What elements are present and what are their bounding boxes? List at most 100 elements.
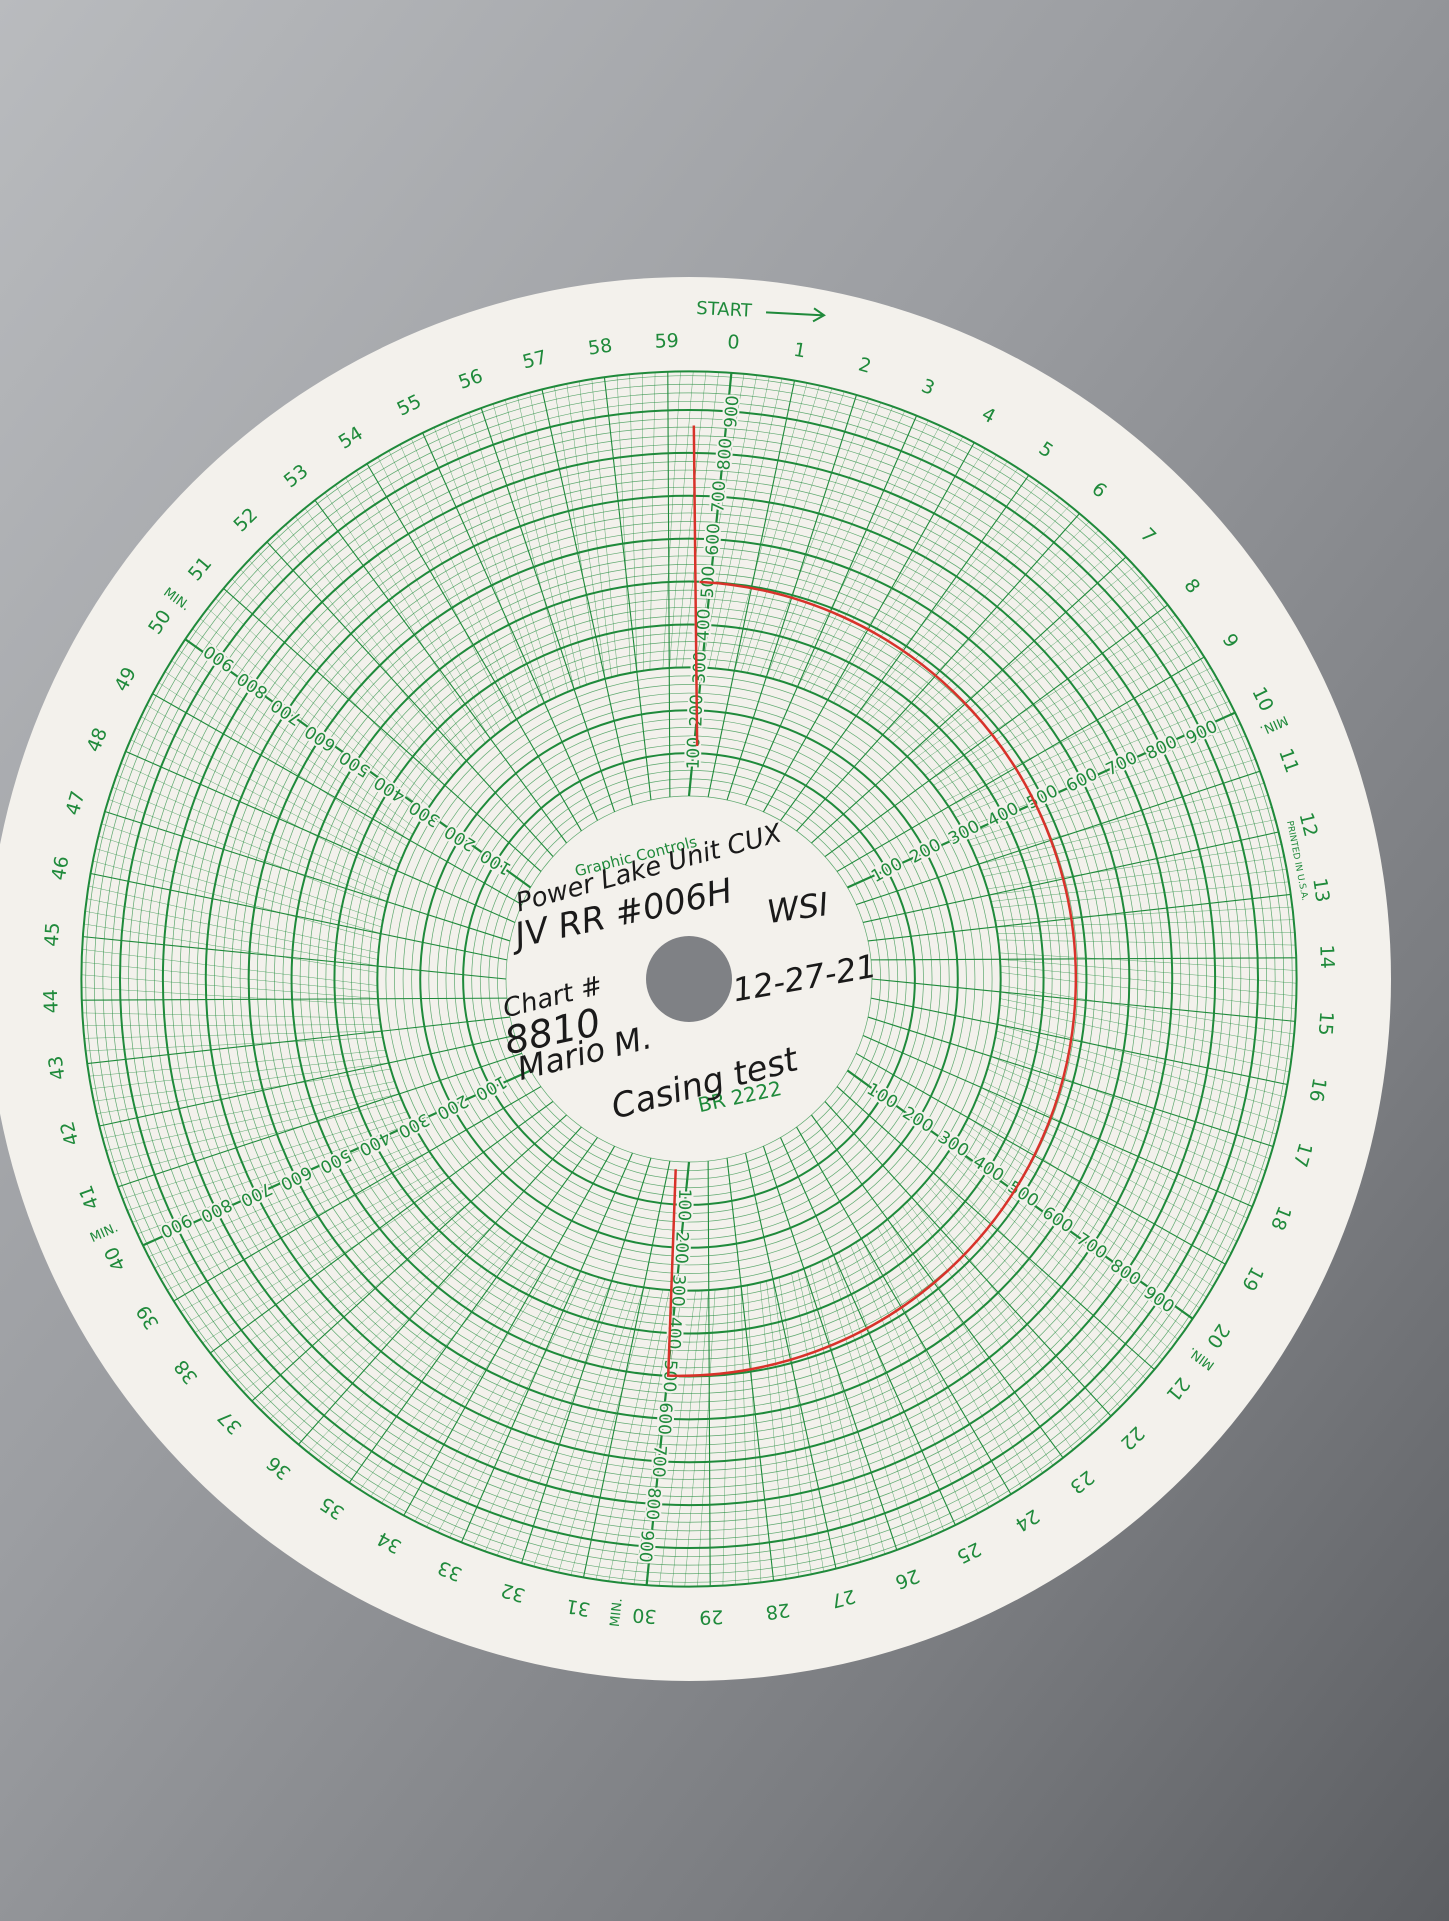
major-ring xyxy=(333,623,1045,1335)
sub-minute-line xyxy=(164,671,410,841)
minor-ring xyxy=(196,486,1182,1472)
sub-minute-line xyxy=(285,524,467,762)
sub-minute-line xyxy=(257,550,454,776)
sub-minute-line xyxy=(933,1172,1138,1389)
sub-minute-line xyxy=(113,1099,402,1176)
pen-trace xyxy=(666,425,1078,1378)
sub-minute-line xyxy=(924,1182,1121,1408)
sub-minute-line xyxy=(902,565,1135,752)
sub-minute-line xyxy=(81,961,378,993)
minute-line xyxy=(142,1069,531,1247)
sub-minute-line xyxy=(838,468,1019,707)
sub-minute-line xyxy=(955,701,1230,818)
center-hole xyxy=(646,936,732,1022)
sub-minute-line xyxy=(426,1268,575,1528)
sub-minute-line xyxy=(990,869,1287,902)
sub-minute-line xyxy=(999,1004,1290,1073)
start-label: START xyxy=(696,298,754,322)
sub-minute-line xyxy=(1000,991,1293,1047)
minute-line xyxy=(762,1146,898,1551)
minute-label: 59 xyxy=(654,330,679,353)
minor-ring xyxy=(179,469,1199,1489)
sub-minute-line xyxy=(803,430,952,690)
sub-minute-line xyxy=(759,1282,787,1579)
sub-minute-line xyxy=(996,1030,1280,1123)
scale-label: 400 xyxy=(663,1317,684,1350)
sub-minute-line xyxy=(260,1214,486,1411)
sub-minute-line xyxy=(803,1268,873,1559)
sub-minute-line xyxy=(359,1251,540,1490)
minor-ring xyxy=(145,435,1233,1523)
minute-line xyxy=(796,1126,1012,1495)
sub-minute-line xyxy=(1000,985,1295,1035)
sub-minute-line xyxy=(916,1192,1103,1425)
sub-minute-line xyxy=(996,919,1294,928)
sub-minute-line xyxy=(970,759,1256,847)
minor-ring xyxy=(368,658,1010,1300)
minute-line xyxy=(152,693,523,906)
sub-minute-line xyxy=(92,860,380,941)
sub-minute-line xyxy=(861,1238,990,1508)
sub-minute-line xyxy=(892,1214,1054,1466)
minute-unit: MIN. xyxy=(608,1597,626,1627)
sub-minute-line xyxy=(328,1241,523,1469)
sub-minute-line xyxy=(965,735,1246,835)
sub-minute-line xyxy=(695,373,745,668)
sub-minute-line xyxy=(248,559,450,781)
sub-minute-line xyxy=(106,1087,397,1151)
sub-minute-line xyxy=(684,1290,709,1587)
minor-ring xyxy=(153,443,1225,1515)
sub-minute-line xyxy=(591,379,619,676)
sub-minute-line xyxy=(961,1128,1200,1309)
sub-minute-line xyxy=(288,1227,501,1437)
sub-minute-line xyxy=(951,1145,1179,1340)
minute-line xyxy=(811,556,1127,844)
minor-ring xyxy=(471,761,907,1197)
minor-ring xyxy=(214,504,1164,1454)
sub-minute-line xyxy=(82,949,378,986)
sub-minute-line xyxy=(995,906,1293,921)
sub-minute-line xyxy=(445,422,545,703)
minor-ring xyxy=(316,606,1062,1352)
sub-minute-line xyxy=(944,1156,1163,1360)
minute-line xyxy=(541,389,633,806)
sub-minute-line xyxy=(509,1282,619,1560)
minute-label: 30 xyxy=(632,1604,658,1628)
minute-line xyxy=(779,1137,956,1526)
sub-minute-line xyxy=(85,911,378,967)
sub-minute-line xyxy=(108,799,386,909)
sub-minute-line xyxy=(992,881,1289,909)
sub-minute-line xyxy=(866,505,1070,724)
sub-minute-line xyxy=(449,1273,587,1538)
sub-minute-line xyxy=(928,1177,1130,1399)
sub-minute-line xyxy=(473,1277,600,1548)
sub-minute-line xyxy=(178,649,417,830)
minor-ring xyxy=(102,392,1276,1566)
minute-line xyxy=(762,442,975,813)
minute-line xyxy=(856,770,1261,906)
sub-minute-line xyxy=(517,396,581,687)
sub-minute-line xyxy=(275,533,462,766)
minute-label: 15 xyxy=(1314,1011,1338,1037)
minor-ring xyxy=(479,769,899,1189)
minute-label: 0 xyxy=(727,331,741,354)
minute-line xyxy=(687,372,733,797)
minute-line xyxy=(422,432,599,821)
sub-minute-line xyxy=(861,497,1060,720)
sub-minute-line xyxy=(338,1245,528,1476)
sub-minute-line xyxy=(998,1017,1286,1098)
sub-minute-line xyxy=(633,1290,683,1585)
sub-minute-line xyxy=(887,538,1109,740)
minor-ring xyxy=(342,632,1036,1326)
sub-minute-line xyxy=(877,521,1090,731)
sub-minute-line xyxy=(976,782,1265,859)
sub-minute-line xyxy=(978,1093,1238,1242)
scale-label: 700 xyxy=(708,480,730,514)
sub-minute-line xyxy=(109,1093,400,1163)
sub-minute-line xyxy=(137,1128,416,1235)
minute-line xyxy=(811,1114,1064,1459)
sub-minute-line xyxy=(727,382,808,670)
minute-line xyxy=(846,1069,1194,1320)
sub-minute-line xyxy=(778,410,905,681)
